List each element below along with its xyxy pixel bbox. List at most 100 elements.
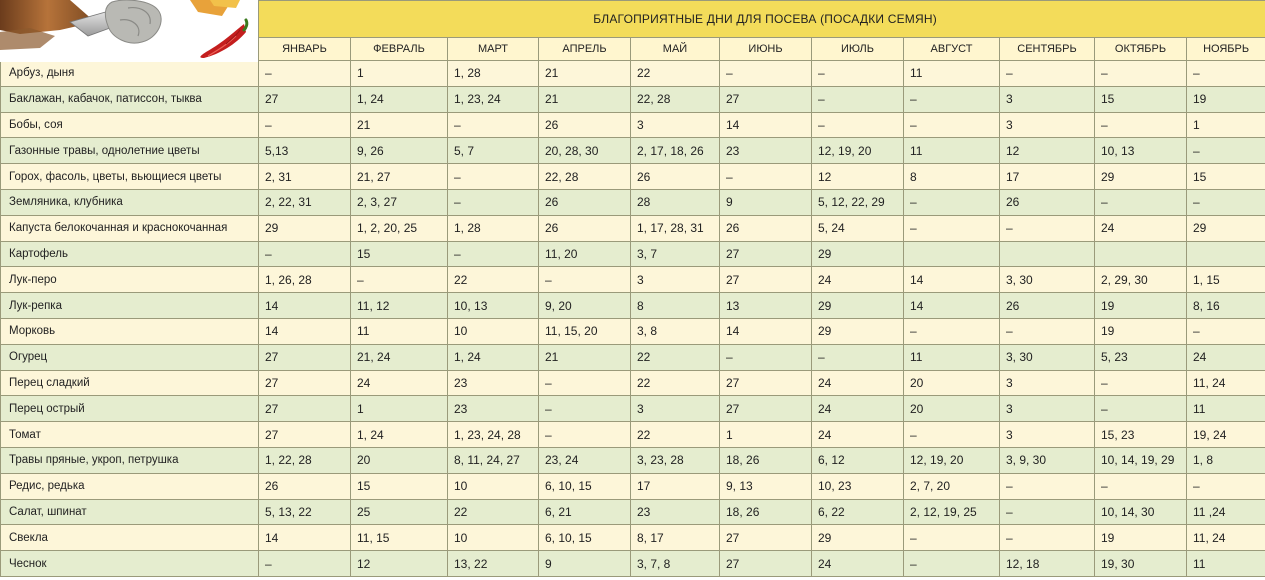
days-cell: 11, 15, 20 bbox=[538, 317, 631, 345]
days-cell: – bbox=[903, 317, 1000, 345]
days-cell: 6, 12 bbox=[811, 446, 904, 474]
days-cell: 1, 15 bbox=[1185, 266, 1265, 294]
days-cell: 29 bbox=[811, 292, 904, 319]
days-cell: 1, 24 bbox=[447, 343, 539, 371]
days-cell: 28 bbox=[630, 188, 720, 216]
table-row: Чеснок –12 13, 22 9 3, 7, 8 27 24–12, 18 19, 30… bbox=[0, 550, 1265, 577]
days-cell: 5, 7 bbox=[447, 137, 539, 165]
days-cell: 27 bbox=[258, 395, 351, 423]
table-row: Арбуз, дыня –1 1, 28 21 22– –11– – – bbox=[0, 60, 1265, 87]
days-cell: 10 bbox=[447, 524, 539, 552]
days-cell: 29 bbox=[811, 240, 904, 268]
days-cell: – bbox=[999, 214, 1095, 242]
days-cell: 15 bbox=[1185, 163, 1265, 190]
days-cell: 21 bbox=[538, 60, 631, 87]
days-cell: 3, 9, 30 bbox=[999, 446, 1095, 474]
table-row: Горох, фасоль, цветы, вьющиеся цветы 2, 3… bbox=[0, 163, 1265, 190]
days-cell: 29 bbox=[258, 214, 351, 242]
days-cell: 22 bbox=[447, 498, 539, 526]
days-cell: 26 bbox=[538, 214, 631, 242]
days-cell: 26 bbox=[719, 214, 812, 242]
days-cell: 6, 10, 15 bbox=[538, 472, 631, 500]
days-cell: 1 bbox=[1185, 111, 1265, 139]
days-cell: 15, 23 bbox=[1094, 421, 1187, 448]
days-cell: 22 bbox=[447, 266, 539, 294]
days-cell: 1, 28 bbox=[447, 214, 539, 242]
days-cell: 6, 21 bbox=[538, 498, 631, 526]
days-cell: 22 bbox=[630, 343, 720, 371]
table-row: Травы пряные, укроп, петрушка 1, 22, 28 20… bbox=[0, 446, 1265, 474]
days-cell: – bbox=[538, 421, 631, 448]
days-cell: – bbox=[811, 111, 904, 139]
days-cell: 14 bbox=[903, 292, 1000, 319]
days-cell: – bbox=[1185, 472, 1265, 500]
days-cell: 5, 13, 22 bbox=[258, 498, 351, 526]
days-cell: – bbox=[1094, 395, 1187, 423]
table-row: Свекла 14 11, 15 10 6, 10, 15 8, 17 27 29– –19 11… bbox=[0, 524, 1265, 552]
days-cell: – bbox=[258, 60, 351, 87]
days-cell bbox=[999, 240, 1095, 268]
table-row: Редис, редька 26 15 10 6, 10, 15 17 9, 13 10, 2… bbox=[0, 472, 1265, 500]
days-cell: 27 bbox=[258, 85, 351, 113]
days-cell: 3, 7, 8 bbox=[630, 550, 720, 577]
month-header-1: ЯНВАРЬ bbox=[258, 37, 351, 61]
crop-name: Редис, редька bbox=[0, 472, 259, 500]
days-cell: – bbox=[999, 524, 1095, 552]
days-cell: 27 bbox=[258, 369, 351, 397]
days-cell: 10 bbox=[447, 472, 539, 500]
garden-tools-illustration-icon bbox=[0, 0, 258, 62]
days-cell: 11, 20 bbox=[538, 240, 631, 268]
table-row: Томат 27 1, 24 1, 23, 24, 28–22 1 24–3 15, 23 1… bbox=[0, 421, 1265, 448]
days-cell: 2, 12, 19, 25 bbox=[903, 498, 1000, 526]
days-cell: 11 bbox=[350, 317, 448, 345]
days-cell: 27 bbox=[719, 369, 812, 397]
days-cell: 2, 3, 27 bbox=[350, 188, 448, 216]
days-cell: 3, 30 bbox=[999, 343, 1095, 371]
days-cell: – bbox=[1094, 188, 1187, 216]
crop-name: Травы пряные, укроп, петрушка bbox=[0, 446, 259, 474]
days-cell: 20 bbox=[903, 369, 1000, 397]
days-cell: – bbox=[811, 85, 904, 113]
days-cell: 15 bbox=[1094, 85, 1187, 113]
days-cell bbox=[1094, 240, 1187, 268]
crop-name: Чеснок bbox=[0, 550, 259, 577]
days-cell: 11 bbox=[903, 137, 1000, 165]
days-cell: 9, 13 bbox=[719, 472, 812, 500]
days-cell bbox=[1185, 240, 1265, 268]
days-cell: 20, 28, 30 bbox=[538, 137, 631, 165]
days-cell: 11 ,24 bbox=[1185, 498, 1265, 526]
month-header-11: НОЯБРЬ bbox=[1185, 37, 1265, 61]
crop-name: Земляника, клубника bbox=[0, 188, 259, 216]
days-cell: 19, 30 bbox=[1094, 550, 1187, 577]
days-cell: 11 bbox=[903, 60, 1000, 87]
days-cell: 12 bbox=[350, 550, 448, 577]
days-cell: 11, 24 bbox=[1185, 369, 1265, 397]
days-cell: – bbox=[1185, 188, 1265, 216]
days-cell: – bbox=[999, 317, 1095, 345]
days-cell: – bbox=[903, 214, 1000, 242]
days-cell: 10, 14, 19, 29 bbox=[1094, 446, 1187, 474]
days-cell: 2, 7, 20 bbox=[903, 472, 1000, 500]
days-cell: 20 bbox=[903, 395, 1000, 423]
days-cell: – bbox=[538, 369, 631, 397]
days-cell: 1, 24 bbox=[350, 85, 448, 113]
days-cell: 9, 20 bbox=[538, 292, 631, 319]
days-cell: 2, 31 bbox=[258, 163, 351, 190]
days-cell: – bbox=[811, 60, 904, 87]
days-cell: 23 bbox=[719, 137, 812, 165]
days-cell: 29 bbox=[811, 317, 904, 345]
days-cell: 14 bbox=[258, 524, 351, 552]
days-cell: – bbox=[350, 266, 448, 294]
days-cell: 3, 8 bbox=[630, 317, 720, 345]
days-cell: 25 bbox=[350, 498, 448, 526]
days-cell: 29 bbox=[1094, 163, 1187, 190]
days-cell: 13, 22 bbox=[447, 550, 539, 577]
crop-name: Перец острый bbox=[0, 395, 259, 423]
days-cell: 1, 24 bbox=[350, 421, 448, 448]
table-row: Лук-перо 1, 26, 28–22–3 27 24 14 3, 30 2, 29, … bbox=[0, 266, 1265, 294]
crop-name: Бобы, соя bbox=[0, 111, 259, 139]
days-cell: 23 bbox=[447, 395, 539, 423]
days-cell: 22 bbox=[630, 369, 720, 397]
days-cell: 24 bbox=[350, 369, 448, 397]
